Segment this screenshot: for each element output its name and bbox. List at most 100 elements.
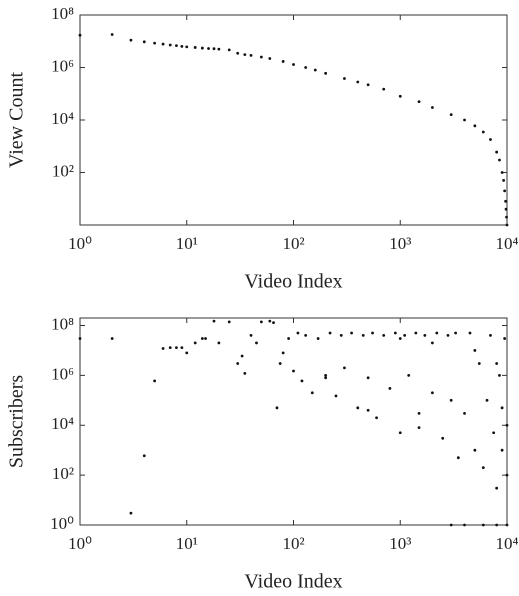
point bbox=[504, 207, 508, 211]
point bbox=[275, 406, 279, 410]
point bbox=[430, 341, 434, 345]
point bbox=[481, 466, 485, 470]
point bbox=[343, 366, 346, 370]
point bbox=[361, 334, 365, 337]
x-tick-label: 10⁰ bbox=[68, 534, 92, 553]
point bbox=[204, 337, 207, 340]
point bbox=[180, 346, 184, 350]
point bbox=[505, 423, 509, 427]
x-tick-label: 10⁴ bbox=[496, 234, 519, 253]
point bbox=[505, 523, 509, 527]
point bbox=[441, 436, 445, 440]
point bbox=[403, 334, 407, 337]
point bbox=[417, 100, 421, 104]
point bbox=[430, 106, 434, 109]
point bbox=[492, 431, 496, 435]
point bbox=[313, 68, 317, 72]
x-tick-label: 10² bbox=[282, 534, 304, 553]
x-tick-label: 10³ bbox=[389, 234, 411, 253]
x-tick-label: 10² bbox=[282, 234, 304, 253]
point bbox=[193, 341, 197, 345]
point bbox=[423, 334, 427, 337]
point bbox=[463, 411, 466, 415]
point bbox=[473, 124, 477, 128]
point bbox=[185, 351, 189, 355]
point bbox=[463, 523, 466, 527]
point bbox=[161, 347, 165, 350]
x-axis-label: Video Index bbox=[244, 571, 342, 593]
point bbox=[393, 331, 397, 335]
point bbox=[296, 331, 300, 335]
point bbox=[207, 47, 210, 50]
point bbox=[485, 398, 489, 402]
point bbox=[129, 511, 133, 515]
point bbox=[500, 448, 504, 452]
point bbox=[324, 373, 328, 377]
point bbox=[473, 349, 477, 352]
point bbox=[398, 337, 402, 340]
y-tick-label: 10⁴ bbox=[51, 414, 74, 433]
point bbox=[78, 33, 82, 37]
point bbox=[449, 113, 453, 117]
point bbox=[498, 373, 501, 377]
x-tick-label: 10³ bbox=[389, 534, 411, 553]
point bbox=[407, 373, 411, 377]
point bbox=[129, 38, 133, 42]
point bbox=[503, 337, 507, 340]
point bbox=[398, 94, 402, 98]
point bbox=[153, 41, 157, 45]
point bbox=[281, 351, 285, 355]
point bbox=[217, 341, 221, 345]
point bbox=[236, 362, 240, 365]
point bbox=[259, 55, 263, 59]
point bbox=[502, 179, 506, 182]
y-tick-label: 10⁴ bbox=[51, 109, 74, 128]
x-tick-label: 10¹ bbox=[176, 534, 198, 553]
point bbox=[78, 337, 82, 340]
point bbox=[185, 45, 189, 49]
point bbox=[505, 215, 508, 219]
point bbox=[212, 319, 216, 323]
point bbox=[292, 63, 295, 66]
point bbox=[310, 391, 314, 395]
point bbox=[495, 523, 499, 527]
y-tick-label: 10⁸ bbox=[51, 4, 74, 23]
point bbox=[505, 473, 509, 477]
point bbox=[366, 376, 370, 380]
point bbox=[272, 321, 275, 325]
point bbox=[243, 372, 247, 375]
point bbox=[328, 331, 332, 335]
point bbox=[255, 341, 258, 345]
point bbox=[281, 60, 285, 63]
point bbox=[417, 411, 421, 415]
axes-box bbox=[79, 14, 508, 226]
point bbox=[417, 426, 421, 430]
point bbox=[287, 337, 291, 340]
x-tick-label: 10¹ bbox=[176, 234, 198, 253]
point bbox=[339, 334, 343, 337]
point bbox=[236, 51, 240, 55]
point bbox=[371, 331, 374, 335]
point bbox=[175, 346, 178, 350]
point bbox=[200, 337, 204, 340]
point bbox=[481, 130, 485, 134]
point bbox=[456, 456, 460, 460]
point bbox=[110, 33, 114, 36]
point bbox=[366, 408, 370, 412]
point bbox=[477, 362, 481, 365]
point bbox=[142, 454, 146, 458]
point bbox=[489, 138, 492, 141]
point bbox=[495, 486, 499, 490]
point bbox=[382, 334, 386, 337]
point bbox=[504, 199, 507, 203]
point bbox=[227, 320, 231, 324]
point bbox=[388, 387, 392, 390]
y-axis-label: Subscribers bbox=[6, 375, 28, 469]
point bbox=[161, 42, 165, 46]
point bbox=[489, 334, 492, 337]
point bbox=[304, 334, 308, 337]
point bbox=[449, 398, 453, 402]
point bbox=[375, 416, 378, 420]
y-tick-label: 10⁶ bbox=[51, 56, 74, 75]
